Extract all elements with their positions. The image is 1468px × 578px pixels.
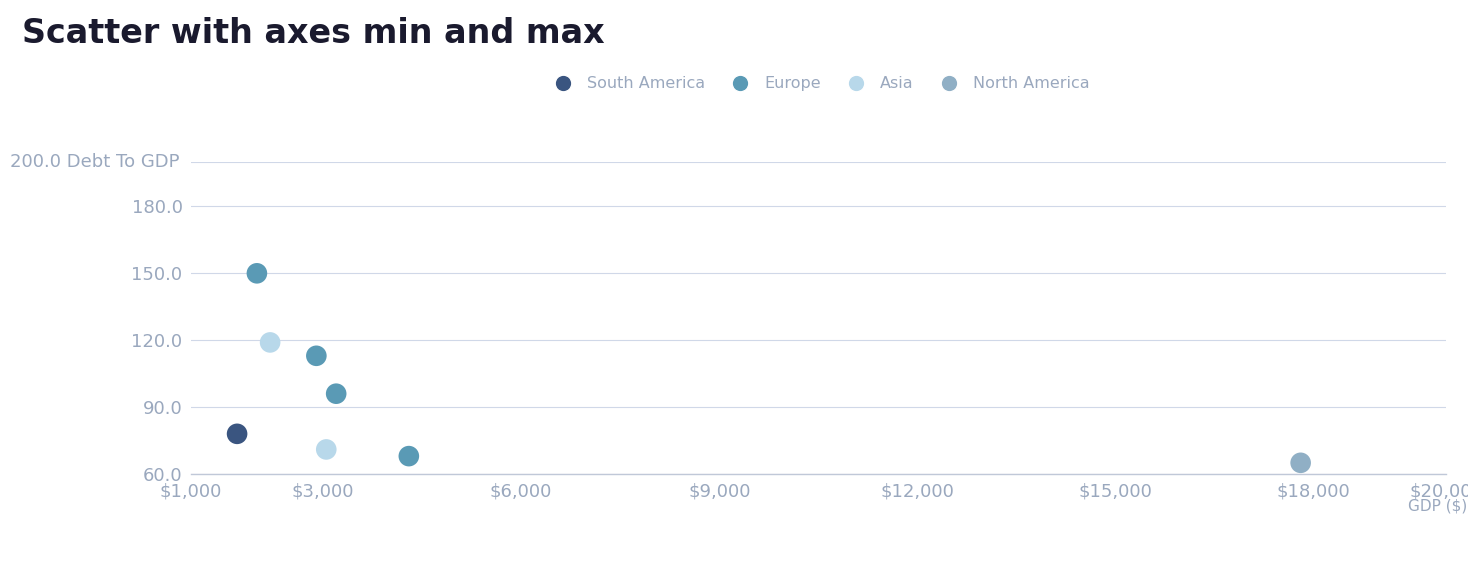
Point bbox=[225, 429, 248, 439]
Text: 200.0 Debt To GDP: 200.0 Debt To GDP bbox=[10, 153, 191, 171]
Point bbox=[396, 451, 421, 461]
Point bbox=[304, 351, 327, 361]
Legend: South America, Europe, Asia, North America: South America, Europe, Asia, North Ameri… bbox=[540, 70, 1097, 98]
Point bbox=[258, 338, 282, 347]
Text: Scatter with axes min and max: Scatter with axes min and max bbox=[22, 17, 605, 50]
Point bbox=[1289, 458, 1312, 468]
X-axis label: GDP ($) →: GDP ($) → bbox=[1408, 499, 1468, 514]
Point bbox=[314, 445, 338, 454]
Point bbox=[245, 269, 269, 278]
Point bbox=[324, 389, 348, 398]
